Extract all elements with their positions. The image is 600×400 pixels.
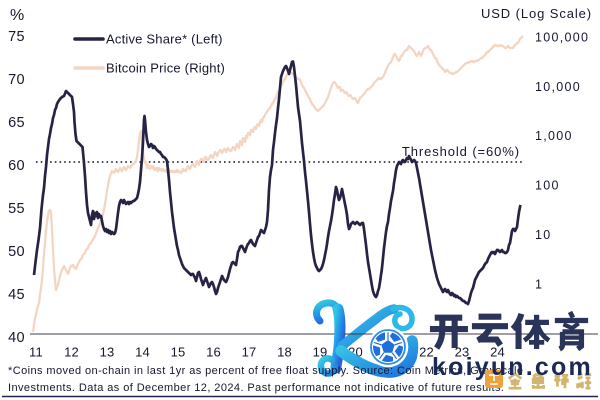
svg-text:22: 22: [419, 345, 434, 360]
svg-text:15: 15: [171, 345, 186, 360]
svg-text:100,000: 100,000: [535, 30, 589, 44]
svg-text:1,000: 1,000: [535, 129, 573, 143]
svg-text:1: 1: [535, 277, 543, 291]
svg-text:12: 12: [64, 345, 79, 360]
svg-text:17: 17: [242, 345, 257, 360]
svg-text:50: 50: [8, 244, 25, 260]
svg-text:*Coins moved on-chain in last: *Coins moved on-chain in last 1yr as per…: [8, 365, 523, 377]
svg-text:koiyun.com: koiyun.com: [432, 353, 593, 381]
svg-text:16: 16: [206, 345, 221, 360]
svg-text:Threshold (=60%): Threshold (=60%): [402, 144, 520, 159]
svg-text:11: 11: [29, 345, 43, 360]
svg-text:13: 13: [100, 345, 115, 360]
svg-text:100: 100: [535, 179, 560, 193]
svg-text:24: 24: [490, 345, 505, 360]
svg-text:45: 45: [8, 287, 25, 303]
svg-text:14: 14: [135, 345, 150, 360]
svg-text:55: 55: [8, 201, 25, 217]
svg-text:40: 40: [8, 330, 25, 346]
svg-text:Bitcoin Price (Right): Bitcoin Price (Right): [106, 61, 225, 76]
svg-text:Active Share* (Left): Active Share* (Left): [106, 32, 223, 47]
svg-text:Investments. Data as of Decemb: Investments. Data as of December 12, 202…: [8, 382, 504, 394]
svg-text:23: 23: [455, 345, 470, 360]
svg-text:18: 18: [277, 345, 292, 360]
svg-text:65: 65: [8, 115, 25, 131]
svg-text:70: 70: [8, 72, 25, 88]
svg-text:19: 19: [313, 345, 328, 360]
svg-text:10,000: 10,000: [535, 80, 581, 94]
svg-text:10: 10: [535, 228, 552, 242]
svg-text:60: 60: [8, 158, 25, 174]
svg-text:USD (Log Scale): USD (Log Scale): [481, 6, 592, 21]
svg-text:%: %: [10, 7, 24, 24]
svg-text:75: 75: [8, 29, 25, 45]
